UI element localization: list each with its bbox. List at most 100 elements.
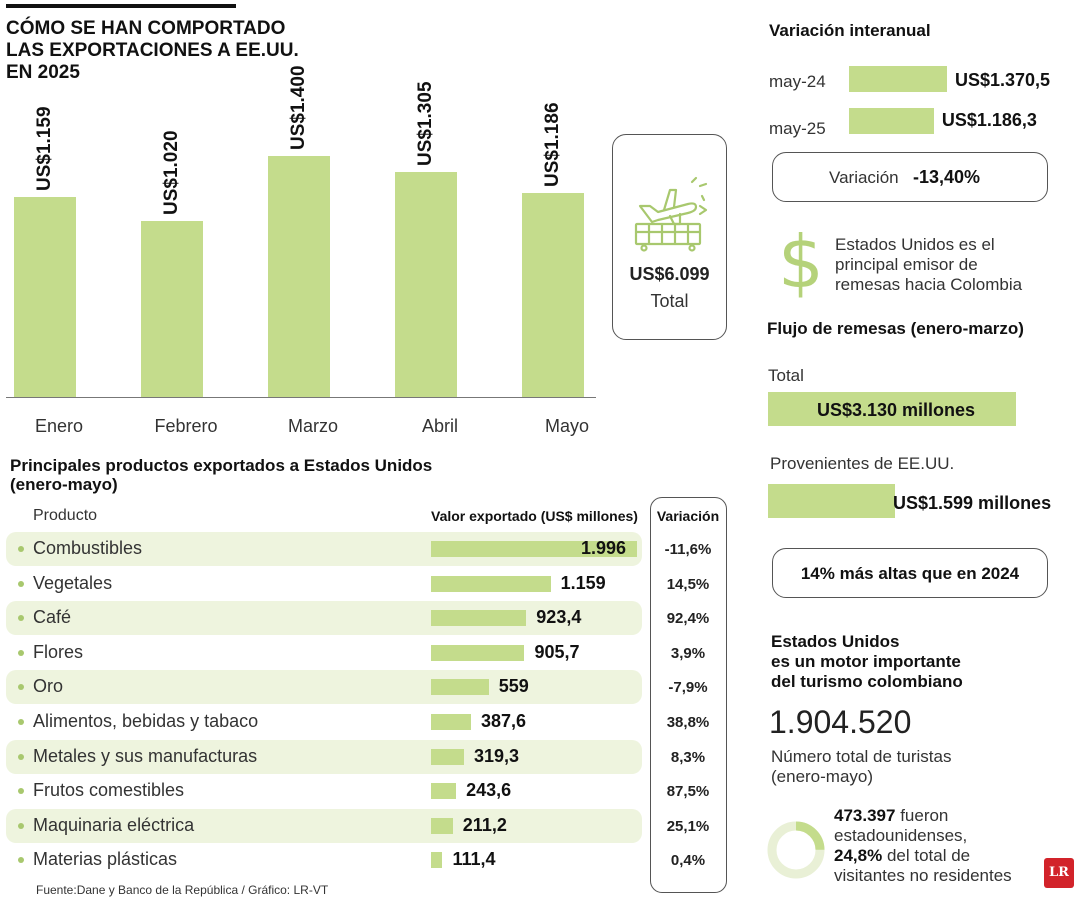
interannual-bar-2 <box>849 108 934 134</box>
product-variation: 25,1% <box>666 817 710 835</box>
remittances-total-value: US$3.130 millones <box>816 400 976 420</box>
product-bar <box>431 644 525 661</box>
product-value: 319,3 <box>473 745 519 766</box>
product-name: Frutos comestibles <box>33 780 185 801</box>
bullet-icon <box>18 822 24 829</box>
remittance-note-line-2: principal emisor de <box>835 255 978 274</box>
product-value: 905,7 <box>534 641 580 662</box>
month-bar <box>522 192 584 397</box>
variation-value: -13,40% <box>913 167 981 187</box>
product-bar <box>431 817 453 834</box>
remittance-note-line-1: Estados Unidos es el <box>835 235 995 254</box>
product-name: Combustibles <box>33 538 143 558</box>
table-row-background <box>6 739 642 774</box>
product-name: Alimentos, bebidas y tabaco <box>33 711 259 731</box>
table-row-background <box>6 808 642 843</box>
bullet-icon <box>18 753 24 760</box>
month-category-label: Abril <box>421 416 458 436</box>
bullet-icon <box>18 649 24 656</box>
product-variation: 14,5% <box>666 575 710 593</box>
product-bar <box>431 679 489 696</box>
product-bar <box>431 714 471 730</box>
month-bar <box>395 172 457 397</box>
product-value: 211,2 <box>462 814 507 835</box>
total-box <box>612 134 727 340</box>
remittance-note-line-3: remesas hacia Colombia <box>835 275 1023 294</box>
product-variation: 3,9% <box>670 644 706 662</box>
product-variation: -7,9% <box>668 679 708 697</box>
col-header-variation: Variación <box>656 508 720 524</box>
month-category-label: Enero <box>34 416 84 436</box>
product-value: 1.159 <box>560 572 606 593</box>
interannual-value-1: US$1.370,5 <box>955 70 1051 90</box>
tourism-share-text-2: visitantes no residentes <box>834 866 1012 885</box>
tourism-desc-line-1: Número total de turistas <box>771 747 952 766</box>
month-bar <box>141 221 203 397</box>
tourism-total: 1.904.520 <box>769 704 912 740</box>
product-bar <box>431 748 464 765</box>
product-variation: 0,4% <box>670 852 706 870</box>
product-variation: -11,6% <box>664 541 712 558</box>
bullet-icon <box>18 580 24 587</box>
product-bar <box>431 610 527 627</box>
total-value: US$6.099 <box>629 264 710 284</box>
table-row-background <box>6 670 642 705</box>
product-bar <box>431 541 637 557</box>
plane-cargo-icon <box>634 176 708 252</box>
product-value: 559 <box>498 676 529 697</box>
product-value: 243,6 <box>466 780 512 801</box>
bullet-icon <box>18 546 24 552</box>
product-name: Metales y sus manufacturas <box>33 745 258 766</box>
remittances-comparison-box <box>772 548 1048 598</box>
dollar-icon: $ <box>778 220 824 304</box>
tourism-title: Estados Unidos es un motor importante de… <box>771 632 963 692</box>
source-note: Fuente:Dane y Banco de la República / Gr… <box>36 883 329 897</box>
product-bar <box>431 575 551 592</box>
product-variation: 8,3% <box>670 748 706 766</box>
page-title: CÓMO SE HAN COMPORTADO LAS EXPORTACIONES… <box>6 18 299 83</box>
interannual-bar-1 <box>849 66 947 92</box>
col-header-value: Valor exportado (US$ millones) <box>431 508 638 524</box>
product-name: Maquinaria eléctrica <box>33 814 195 835</box>
product-variation: 92,4% <box>666 610 710 628</box>
product-variation: 87,5% <box>666 783 710 801</box>
remittance-note: Estados Unidos es el principal emisor de… <box>835 235 1022 295</box>
tourism-desc-line-2: (enero-mayo) <box>771 767 874 786</box>
variation-box <box>772 152 1048 202</box>
col-header-product: Producto <box>33 507 98 524</box>
product-value: 387,6 <box>481 711 527 731</box>
remittances-total-label: Total <box>768 366 804 385</box>
products-title: Principales productos exportados a Estad… <box>10 456 530 494</box>
product-name: Vegetales <box>33 572 113 593</box>
lr-logo: LR <box>1044 858 1074 888</box>
title-rule <box>6 4 236 8</box>
month-category-label: Marzo <box>287 416 338 436</box>
month-category-label: Febrero <box>154 416 218 436</box>
product-name: Flores <box>33 641 84 662</box>
tourism-us-text-1: fueron <box>900 806 949 825</box>
product-name: Oro <box>33 676 64 697</box>
variation-column-frame <box>650 497 727 893</box>
product-bar <box>431 852 443 869</box>
products-subtitle: (enero-mayo) <box>10 475 118 494</box>
tourism-share-donut <box>767 821 825 879</box>
products-table: Combustibles 1.996 -11,6% Vegetales 1.159 14,… <box>6 532 712 870</box>
x-axis-line <box>6 397 596 398</box>
product-name: Café <box>33 607 72 628</box>
bullet-icon <box>18 684 24 691</box>
bullet-icon <box>18 788 24 795</box>
monthly-exports-chart: US$1.159 Enero US$1.020 Febrero US$1.400 Marz… <box>0 0 600 445</box>
remittances-us-label: Provenientes de EE.UU. <box>770 454 955 473</box>
bullet-icon <box>18 615 24 622</box>
month-bar <box>14 197 76 397</box>
tourism-title-line-3: del turismo colombiano <box>771 672 963 691</box>
total-label: Total <box>650 291 689 311</box>
remittances-us-value: US$1.599 millones <box>893 493 1052 513</box>
variation-label: Variación <box>829 168 899 187</box>
tourism-us-text: 473.397 fueron estadounidenses, 24,8% de… <box>834 806 1012 886</box>
remittances-title: Flujo de remesas (enero-marzo) <box>767 319 1024 338</box>
product-value: 923,4 <box>536 607 582 628</box>
remittances-total-bar <box>768 392 1016 426</box>
tourism-share: 24,8% <box>834 846 883 865</box>
tourism-title-line-2: es un motor importante <box>771 652 961 671</box>
